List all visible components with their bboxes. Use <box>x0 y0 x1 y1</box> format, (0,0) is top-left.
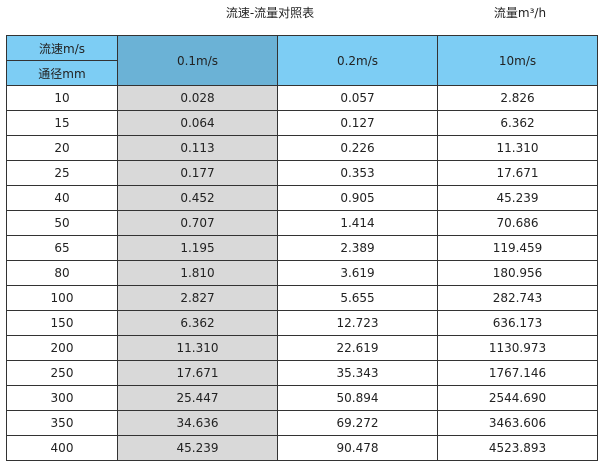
diameter-label: 通径mm <box>6 60 118 86</box>
speed-label: 流速m/s <box>6 35 118 61</box>
flow-cell: 69.272 <box>277 410 438 436</box>
flow-cell: 3.619 <box>277 260 438 286</box>
diameter-cell: 80 <box>6 260 118 286</box>
diameter-cell: 400 <box>6 435 118 461</box>
flow-cell: 0.353 <box>277 160 438 186</box>
flow-cell: 0.057 <box>277 85 438 111</box>
flow-table: 流速m/s 0.1m/s 0.2m/s 10m/s 通径mm 10 0.028 0.… <box>6 35 598 461</box>
table-row: 80 1.810 3.619 180.956 <box>6 260 598 286</box>
col-header: 10m/s <box>437 35 598 86</box>
flow-cell: 119.459 <box>437 235 598 261</box>
flow-cell: 35.343 <box>277 360 438 386</box>
diameter-cell: 15 <box>6 110 118 136</box>
unit-label: 流量m³/h <box>493 6 547 20</box>
table-row: 100 2.827 5.655 282.743 <box>6 285 598 311</box>
table-title: 流速-流量对照表 <box>225 6 315 20</box>
diameter-cell: 100 <box>6 285 118 311</box>
table-row: 200 11.310 22.619 1130.973 <box>6 335 598 361</box>
flow-cell: 1130.973 <box>437 335 598 361</box>
diameter-cell: 50 <box>6 210 118 236</box>
flow-cell: 90.478 <box>277 435 438 461</box>
diameter-cell: 300 <box>6 385 118 411</box>
table-row: 10 0.028 0.057 2.826 <box>6 85 598 111</box>
header-row: 流速m/s 0.1m/s 0.2m/s 10m/s <box>6 35 598 86</box>
flow-cell: 636.173 <box>437 310 598 336</box>
flow-cell: 1.195 <box>117 235 278 261</box>
diameter-cell: 65 <box>6 235 118 261</box>
flow-cell: 70.686 <box>437 210 598 236</box>
flow-cell: 34.636 <box>117 410 278 436</box>
table-row: 150 6.362 12.723 636.173 <box>6 310 598 336</box>
header-row: 通径mm <box>6 60 598 86</box>
table-row: 50 0.707 1.414 70.686 <box>6 210 598 236</box>
flow-cell: 4523.893 <box>437 435 598 461</box>
col-header: 0.2m/s <box>277 35 438 86</box>
diameter-cell: 25 <box>6 160 118 186</box>
flow-cell: 1.810 <box>117 260 278 286</box>
table-row: 20 0.113 0.226 11.310 <box>6 135 598 161</box>
flow-cell: 22.619 <box>277 335 438 361</box>
flow-cell: 1767.146 <box>437 360 598 386</box>
flow-cell: 5.655 <box>277 285 438 311</box>
table-row: 65 1.195 2.389 119.459 <box>6 235 598 261</box>
col-header: 0.1m/s <box>117 35 278 86</box>
diameter-cell: 250 <box>6 360 118 386</box>
flow-cell: 25.447 <box>117 385 278 411</box>
table-row: 15 0.064 0.127 6.362 <box>6 110 598 136</box>
flow-cell: 11.310 <box>437 135 598 161</box>
flow-cell: 2.827 <box>117 285 278 311</box>
flow-cell: 2.389 <box>277 235 438 261</box>
flow-cell: 6.362 <box>117 310 278 336</box>
flow-cell: 6.362 <box>437 110 598 136</box>
flow-cell: 0.177 <box>117 160 278 186</box>
diameter-cell: 10 <box>6 85 118 111</box>
table-row: 300 25.447 50.894 2544.690 <box>6 385 598 411</box>
table-row: 250 17.671 35.343 1767.146 <box>6 360 598 386</box>
flow-cell: 0.452 <box>117 185 278 211</box>
flow-cell: 180.956 <box>437 260 598 286</box>
flow-cell: 11.310 <box>117 335 278 361</box>
flow-cell: 0.028 <box>117 85 278 111</box>
flow-cell: 2544.690 <box>437 385 598 411</box>
flow-cell: 2.826 <box>437 85 598 111</box>
table-row: 350 34.636 69.272 3463.606 <box>6 410 598 436</box>
flow-cell: 1.414 <box>277 210 438 236</box>
flow-cell: 45.239 <box>437 185 598 211</box>
table-row: 400 45.239 90.478 4523.893 <box>6 435 598 461</box>
flow-cell: 0.127 <box>277 110 438 136</box>
diameter-cell: 40 <box>6 185 118 211</box>
flow-cell: 0.226 <box>277 135 438 161</box>
diameter-cell: 350 <box>6 410 118 436</box>
flow-cell: 0.905 <box>277 185 438 211</box>
flow-cell: 17.671 <box>117 360 278 386</box>
flow-cell: 12.723 <box>277 310 438 336</box>
flow-cell: 3463.606 <box>437 410 598 436</box>
table-row: 40 0.452 0.905 45.239 <box>6 185 598 211</box>
flow-cell: 50.894 <box>277 385 438 411</box>
flow-cell: 17.671 <box>437 160 598 186</box>
flow-cell: 0.707 <box>117 210 278 236</box>
table-row: 25 0.177 0.353 17.671 <box>6 160 598 186</box>
flow-cell: 45.239 <box>117 435 278 461</box>
diameter-cell: 20 <box>6 135 118 161</box>
diameter-cell: 150 <box>6 310 118 336</box>
flow-cell: 282.743 <box>437 285 598 311</box>
flow-cell: 0.113 <box>117 135 278 161</box>
flow-cell: 0.064 <box>117 110 278 136</box>
diameter-cell: 200 <box>6 335 118 361</box>
